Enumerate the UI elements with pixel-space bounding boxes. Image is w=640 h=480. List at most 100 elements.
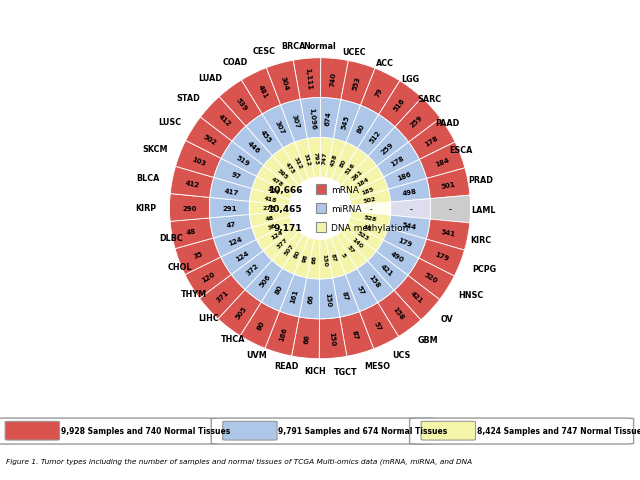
Text: 395: 395	[276, 168, 289, 180]
Text: 455: 455	[259, 129, 273, 144]
Text: 290: 290	[182, 205, 196, 211]
Wedge shape	[390, 199, 431, 219]
Wedge shape	[419, 143, 465, 179]
Wedge shape	[246, 115, 283, 156]
Text: 506: 506	[259, 273, 272, 288]
Text: LGG: LGG	[401, 75, 419, 84]
Bar	[316, 204, 326, 214]
Text: 166: 166	[279, 326, 289, 342]
Wedge shape	[214, 159, 257, 189]
Text: 158: 158	[392, 306, 405, 321]
Wedge shape	[209, 198, 250, 218]
Wedge shape	[273, 149, 304, 186]
Text: 178: 178	[424, 134, 439, 147]
Text: 36: 36	[268, 223, 278, 231]
FancyBboxPatch shape	[0, 418, 218, 444]
Text: 412: 412	[216, 113, 232, 128]
Wedge shape	[426, 168, 470, 199]
Text: 512: 512	[368, 129, 381, 144]
Text: 150: 150	[324, 291, 332, 306]
Wedge shape	[170, 167, 214, 198]
Wedge shape	[321, 59, 348, 100]
Wedge shape	[319, 239, 333, 279]
Text: mRNA: mRNA	[331, 185, 359, 194]
Circle shape	[289, 178, 351, 240]
Text: 120: 120	[201, 270, 216, 283]
Text: LAML: LAML	[471, 205, 495, 214]
FancyBboxPatch shape	[223, 421, 277, 440]
Text: 5: 5	[339, 251, 346, 257]
Wedge shape	[333, 100, 360, 143]
Wedge shape	[272, 231, 303, 269]
Text: 35: 35	[193, 251, 204, 260]
Wedge shape	[348, 178, 388, 201]
Text: 502: 502	[202, 133, 217, 146]
Text: 523: 523	[356, 230, 370, 241]
Text: 1,096: 1,096	[308, 108, 316, 130]
Text: 124: 124	[235, 250, 250, 263]
Text: 66: 66	[308, 294, 315, 304]
Wedge shape	[282, 235, 308, 275]
Text: 178: 178	[390, 155, 405, 168]
Wedge shape	[333, 275, 360, 317]
Wedge shape	[332, 143, 358, 183]
Wedge shape	[250, 212, 291, 228]
Text: UCEC: UCEC	[342, 48, 365, 57]
Text: 179: 179	[396, 237, 412, 247]
Text: 184: 184	[356, 177, 371, 188]
Text: 793: 793	[312, 152, 319, 165]
Text: 412: 412	[184, 180, 200, 189]
Text: -: -	[369, 206, 372, 212]
Text: 57: 57	[372, 320, 382, 331]
Wedge shape	[394, 276, 440, 320]
Wedge shape	[367, 252, 408, 291]
Wedge shape	[357, 261, 394, 303]
Text: CHOL: CHOL	[167, 263, 192, 271]
Text: KICH: KICH	[304, 367, 326, 375]
Text: -: -	[449, 206, 452, 213]
Text: 124: 124	[269, 230, 284, 241]
Wedge shape	[200, 97, 246, 142]
Text: 520: 520	[423, 272, 438, 284]
Text: 747: 747	[322, 152, 328, 165]
Text: 481: 481	[257, 84, 268, 100]
Text: 478: 478	[270, 176, 284, 188]
Text: 80: 80	[356, 122, 365, 134]
Text: 541: 541	[440, 229, 456, 238]
Text: 307: 307	[274, 120, 286, 135]
Text: 179: 179	[433, 251, 449, 262]
Wedge shape	[264, 156, 300, 190]
Text: THCA: THCA	[221, 334, 245, 343]
Wedge shape	[426, 219, 470, 251]
Wedge shape	[185, 257, 232, 299]
Text: 421: 421	[408, 290, 424, 304]
Text: GBM: GBM	[418, 335, 438, 344]
Wedge shape	[348, 217, 388, 240]
Text: PCPG: PCPG	[472, 264, 496, 273]
Wedge shape	[419, 240, 465, 276]
Text: ESCA: ESCA	[449, 146, 473, 155]
Text: 312: 312	[302, 153, 310, 167]
Text: LUAD: LUAD	[198, 73, 222, 83]
Wedge shape	[200, 275, 245, 319]
Wedge shape	[252, 217, 292, 240]
Text: 421: 421	[380, 263, 394, 277]
Text: 57: 57	[346, 244, 355, 254]
Wedge shape	[341, 61, 375, 106]
Text: 544: 544	[401, 222, 417, 230]
Wedge shape	[232, 251, 272, 290]
FancyBboxPatch shape	[211, 418, 435, 444]
Text: 553: 553	[351, 76, 361, 91]
Text: 307: 307	[291, 114, 301, 130]
Wedge shape	[368, 128, 408, 167]
Text: 291: 291	[222, 205, 237, 211]
Text: PRAD: PRAD	[468, 175, 493, 184]
Bar	[316, 223, 326, 233]
Text: 57: 57	[355, 284, 365, 296]
Wedge shape	[319, 278, 340, 319]
Wedge shape	[378, 291, 420, 337]
Text: 377: 377	[276, 237, 289, 249]
Wedge shape	[319, 317, 347, 359]
Wedge shape	[221, 142, 264, 177]
Wedge shape	[261, 269, 294, 312]
